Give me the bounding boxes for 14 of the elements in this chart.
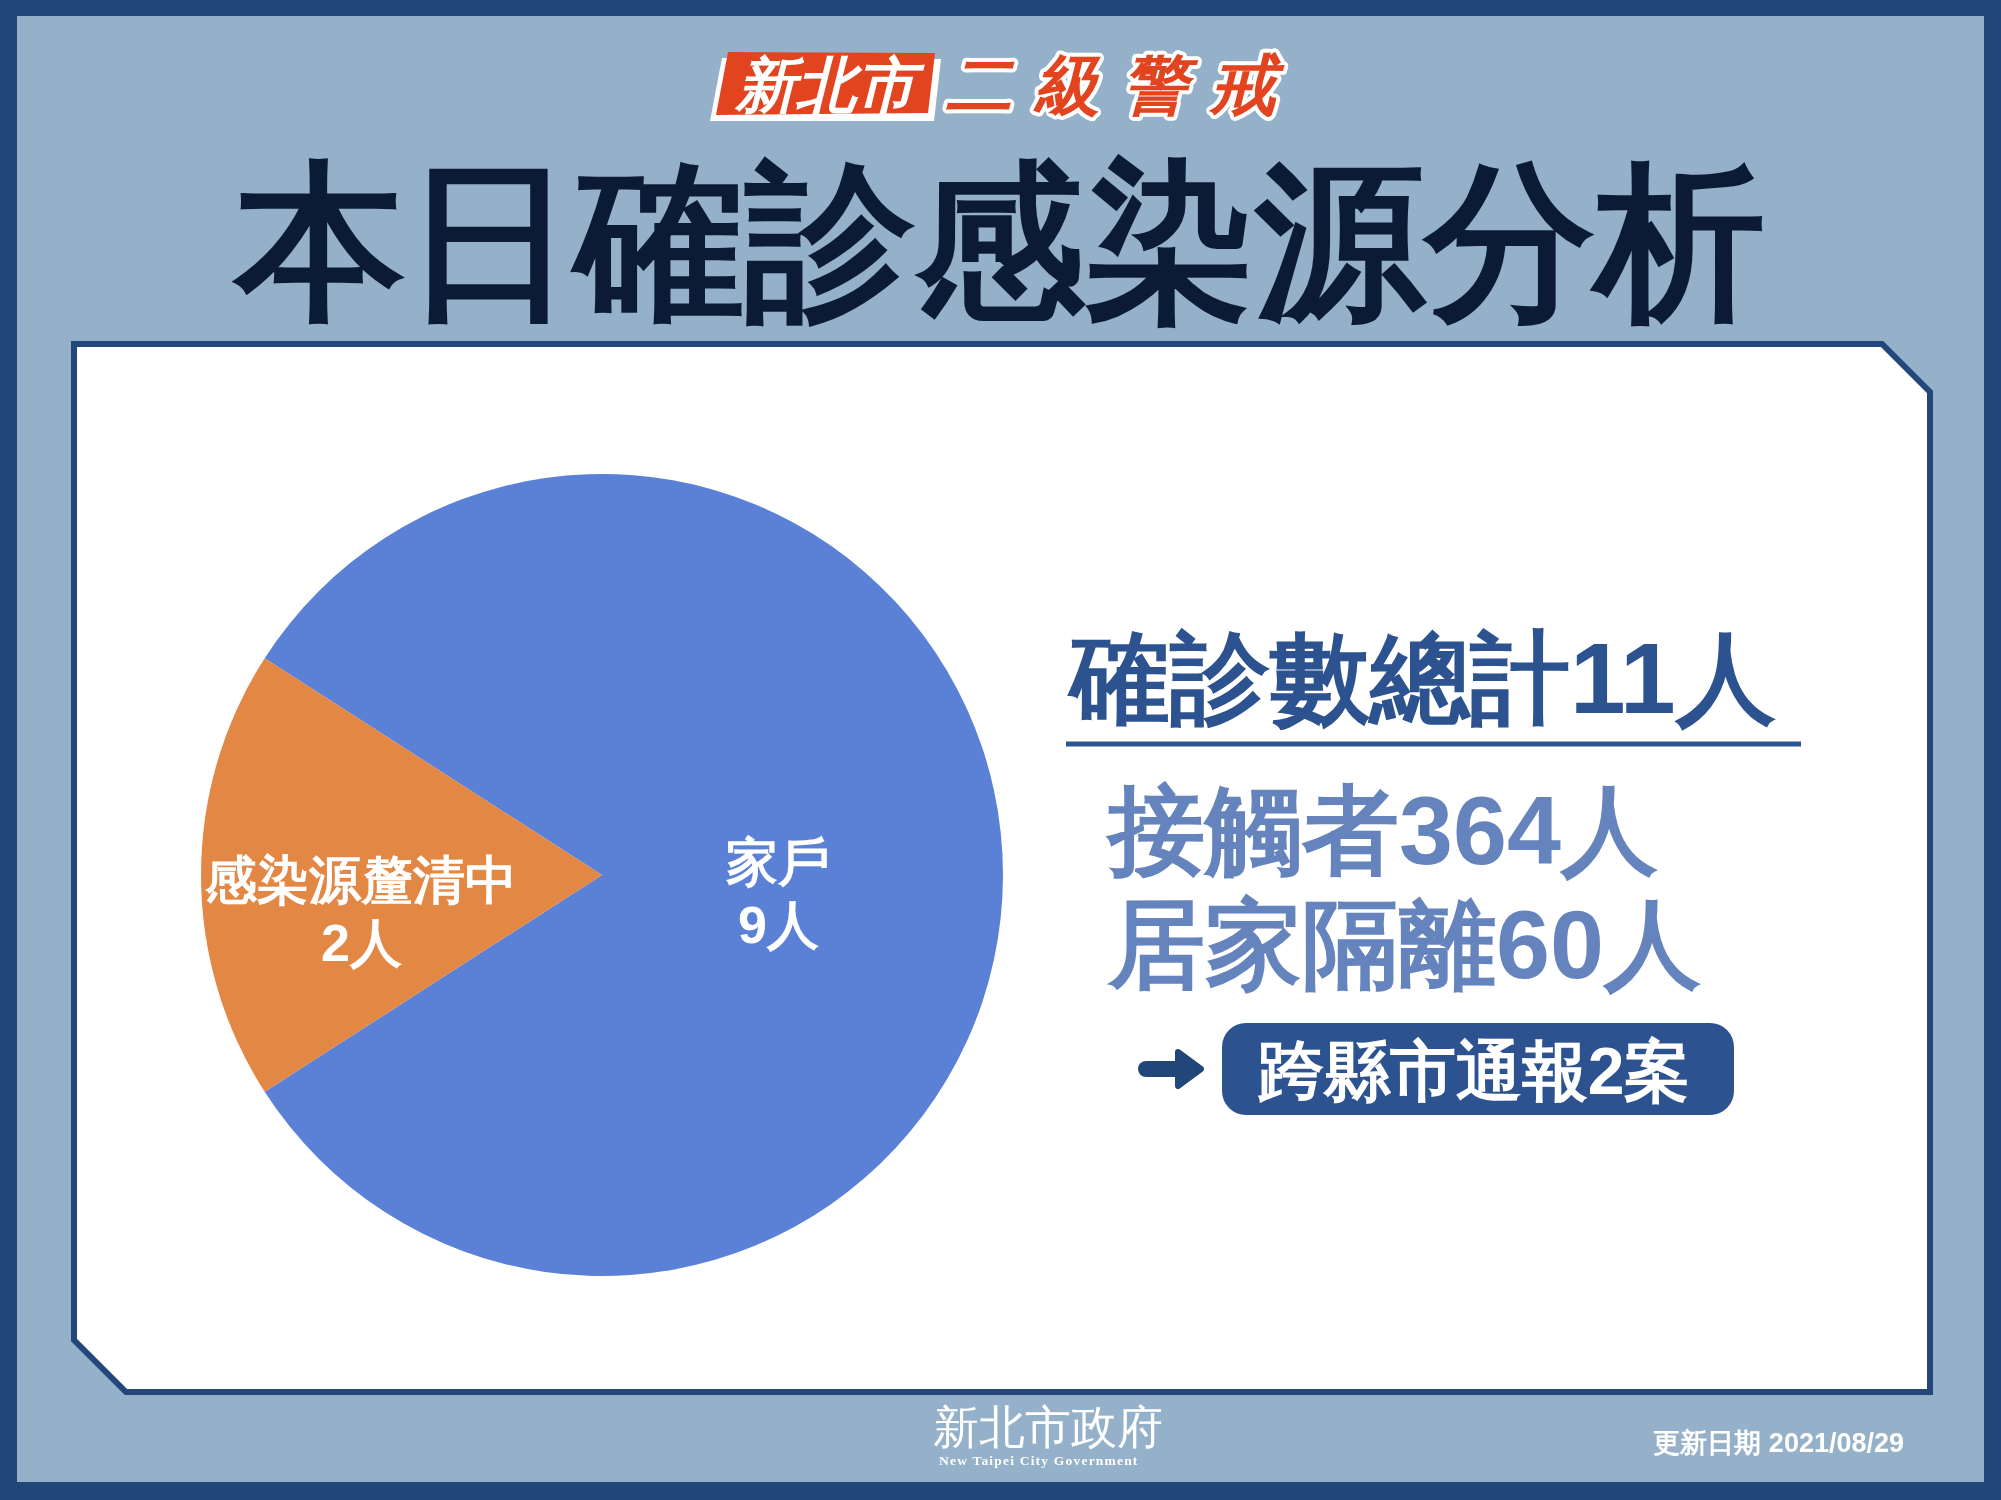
text: 新北市政府 [933,1402,1163,1453]
text: 新北市 [734,52,925,119]
slice-label: 感染源釐清中 [204,851,518,909]
text: 跨縣市通報2案 [1256,1034,1691,1108]
text: New Taipei City Government [939,1453,1139,1468]
data-label: 2人 [320,914,402,972]
slice-label: 家戶 [726,833,831,891]
text: 確診數總計11人 [1067,622,1776,734]
text: 二級警戒 [945,48,1298,122]
text: 居家隔離60人 [1106,890,1701,999]
chart-title: 本日確診感染源分析 [231,147,1765,337]
text: 更新日期 2021/08/29 [1653,1428,1904,1458]
text: 接觸者364人 [1105,776,1658,885]
data-label: 9人 [737,896,819,954]
